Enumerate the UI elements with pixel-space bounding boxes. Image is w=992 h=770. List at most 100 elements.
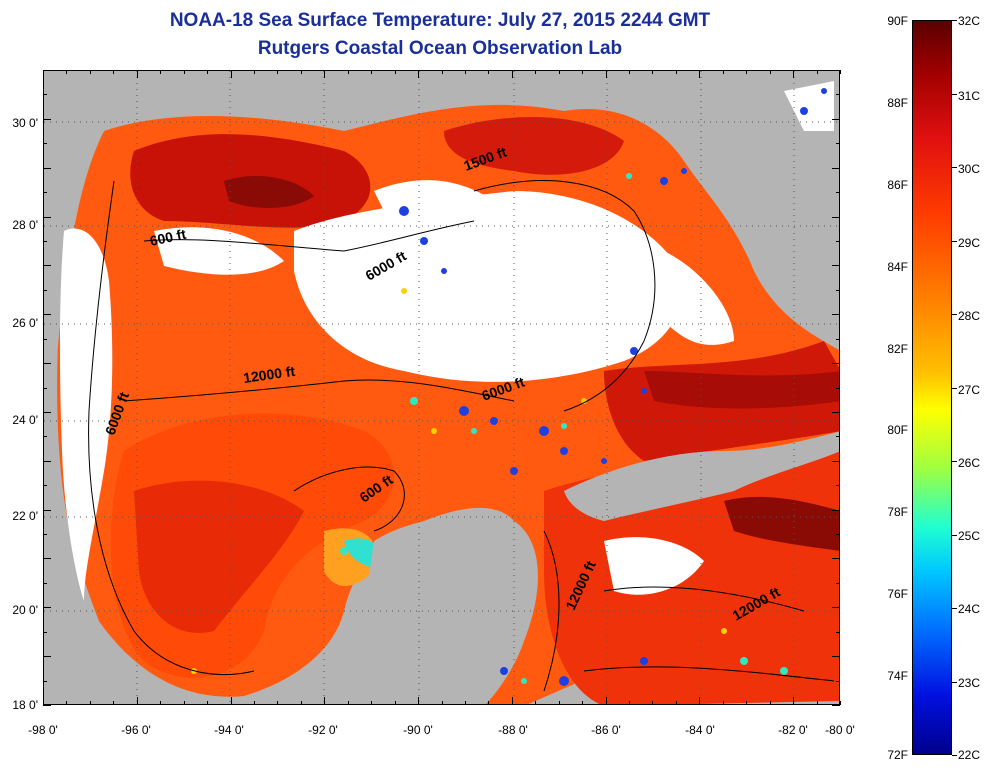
colorbar-tick	[952, 387, 957, 389]
axis-tick	[324, 70, 326, 78]
axis-tick	[832, 70, 840, 71]
lat-label: 28 0'	[12, 218, 38, 232]
axis-tick	[43, 363, 51, 365]
colorbar-f-label: 78F	[887, 505, 908, 519]
colorbar-tick	[952, 681, 957, 683]
colorbar-f-label: 88F	[887, 96, 908, 110]
axis-tick	[816, 70, 818, 74]
axis-tick	[136, 70, 138, 78]
axis-tick	[582, 701, 584, 705]
cuba-land	[564, 431, 839, 521]
axis-tick	[66, 701, 68, 705]
lat-label: 20 0'	[12, 603, 38, 617]
colorbar-f-label: 72F	[887, 748, 908, 762]
colorbar-f-label: 84F	[887, 260, 908, 274]
axis-tick	[43, 656, 51, 658]
colorbar-c-label: 27C	[958, 383, 981, 397]
lon-label: -90 0'	[403, 723, 433, 737]
axis-tick	[43, 314, 51, 316]
axis-tick	[746, 701, 748, 705]
isobath-label: 12000 ft	[242, 363, 296, 386]
axis-tick	[464, 701, 466, 705]
axis-tick	[832, 265, 840, 267]
colorbar-tick	[952, 755, 957, 756]
colorbar-c-label: 29C	[958, 236, 981, 250]
sst-map-graphic: 600 ft 6000 ft 1500 ft 12000 ft 6000 ft …	[44, 71, 839, 704]
colorbar-c-label: 31C	[958, 89, 981, 103]
colorbar-tick	[952, 534, 957, 536]
axis-tick	[832, 656, 840, 658]
axis-tick	[43, 582, 47, 584]
axis-tick	[43, 265, 51, 267]
axis-tick	[558, 70, 560, 74]
axis-tick	[832, 216, 840, 218]
axis-tick	[43, 118, 51, 120]
lon-label: -94 0'	[214, 723, 244, 737]
yucatan-land	[344, 516, 538, 704]
axis-tick	[836, 289, 840, 291]
axis-tick	[699, 697, 701, 705]
axis-tick	[230, 70, 232, 78]
colorbar-c-label: 22C	[958, 748, 981, 762]
axis-tick	[441, 70, 443, 74]
sst-map: 600 ft 6000 ft 1500 ft 12000 ft 6000 ft …	[43, 70, 840, 705]
colorbar-tick	[952, 314, 957, 315]
axis-tick	[136, 697, 138, 705]
axis-tick	[394, 70, 396, 74]
axis-tick	[629, 70, 631, 74]
axis-tick	[832, 411, 840, 413]
axis-tick	[43, 607, 51, 609]
axis-tick	[840, 701, 841, 705]
axis-tick	[43, 697, 44, 705]
axis-tick	[160, 701, 162, 705]
axis-tick	[43, 167, 51, 169]
axis-tick	[836, 338, 840, 340]
axis-tick	[43, 411, 51, 413]
axis-tick	[488, 70, 490, 74]
axis-tick	[836, 94, 840, 96]
axis-tick	[43, 460, 51, 462]
colorbar-c-label: 24C	[958, 602, 981, 616]
lon-label: -82 0'	[778, 723, 808, 737]
axis-tick	[836, 582, 840, 584]
axis-tick	[43, 70, 44, 78]
axis-tick	[43, 94, 47, 96]
axis-tick	[43, 705, 51, 706]
axis-tick	[769, 70, 771, 74]
axis-tick	[43, 216, 51, 218]
axis-tick	[43, 485, 47, 487]
axis-tick	[488, 701, 490, 705]
colorbar-f-label: 82F	[887, 342, 908, 356]
axis-tick	[43, 338, 47, 340]
axis-tick	[160, 70, 162, 74]
colorbar-f-label: 76F	[887, 587, 908, 601]
axis-tick	[605, 697, 607, 705]
axis-tick	[582, 70, 584, 74]
colorbar-tick	[952, 167, 957, 168]
colorbar-f-label: 80F	[887, 423, 908, 437]
axis-tick	[836, 387, 840, 389]
axis-tick	[441, 701, 443, 705]
axis-tick	[418, 697, 420, 705]
axis-tick	[836, 436, 840, 438]
axis-tick	[793, 697, 795, 705]
colorbar-c-label: 28C	[958, 309, 981, 323]
axis-tick	[43, 240, 47, 242]
axis-tick	[722, 701, 724, 705]
lon-label: -80 0'	[825, 723, 855, 737]
axis-tick	[43, 436, 47, 438]
lat-label: 26 0'	[12, 316, 38, 330]
map-title: NOAA-18 Sea Surface Temperature: July 27…	[169, 10, 711, 31]
axis-tick	[558, 701, 560, 705]
axis-tick	[675, 701, 677, 705]
axis-tick	[832, 558, 840, 560]
lon-label: -84 0'	[685, 723, 715, 737]
axis-tick	[836, 192, 840, 194]
lon-label: -88 0'	[498, 723, 528, 737]
axis-tick	[675, 70, 677, 74]
colorbar-tick	[952, 240, 957, 242]
axis-tick	[605, 70, 607, 78]
axis-tick	[418, 70, 420, 78]
axis-tick	[832, 363, 840, 365]
axis-tick	[113, 70, 115, 74]
